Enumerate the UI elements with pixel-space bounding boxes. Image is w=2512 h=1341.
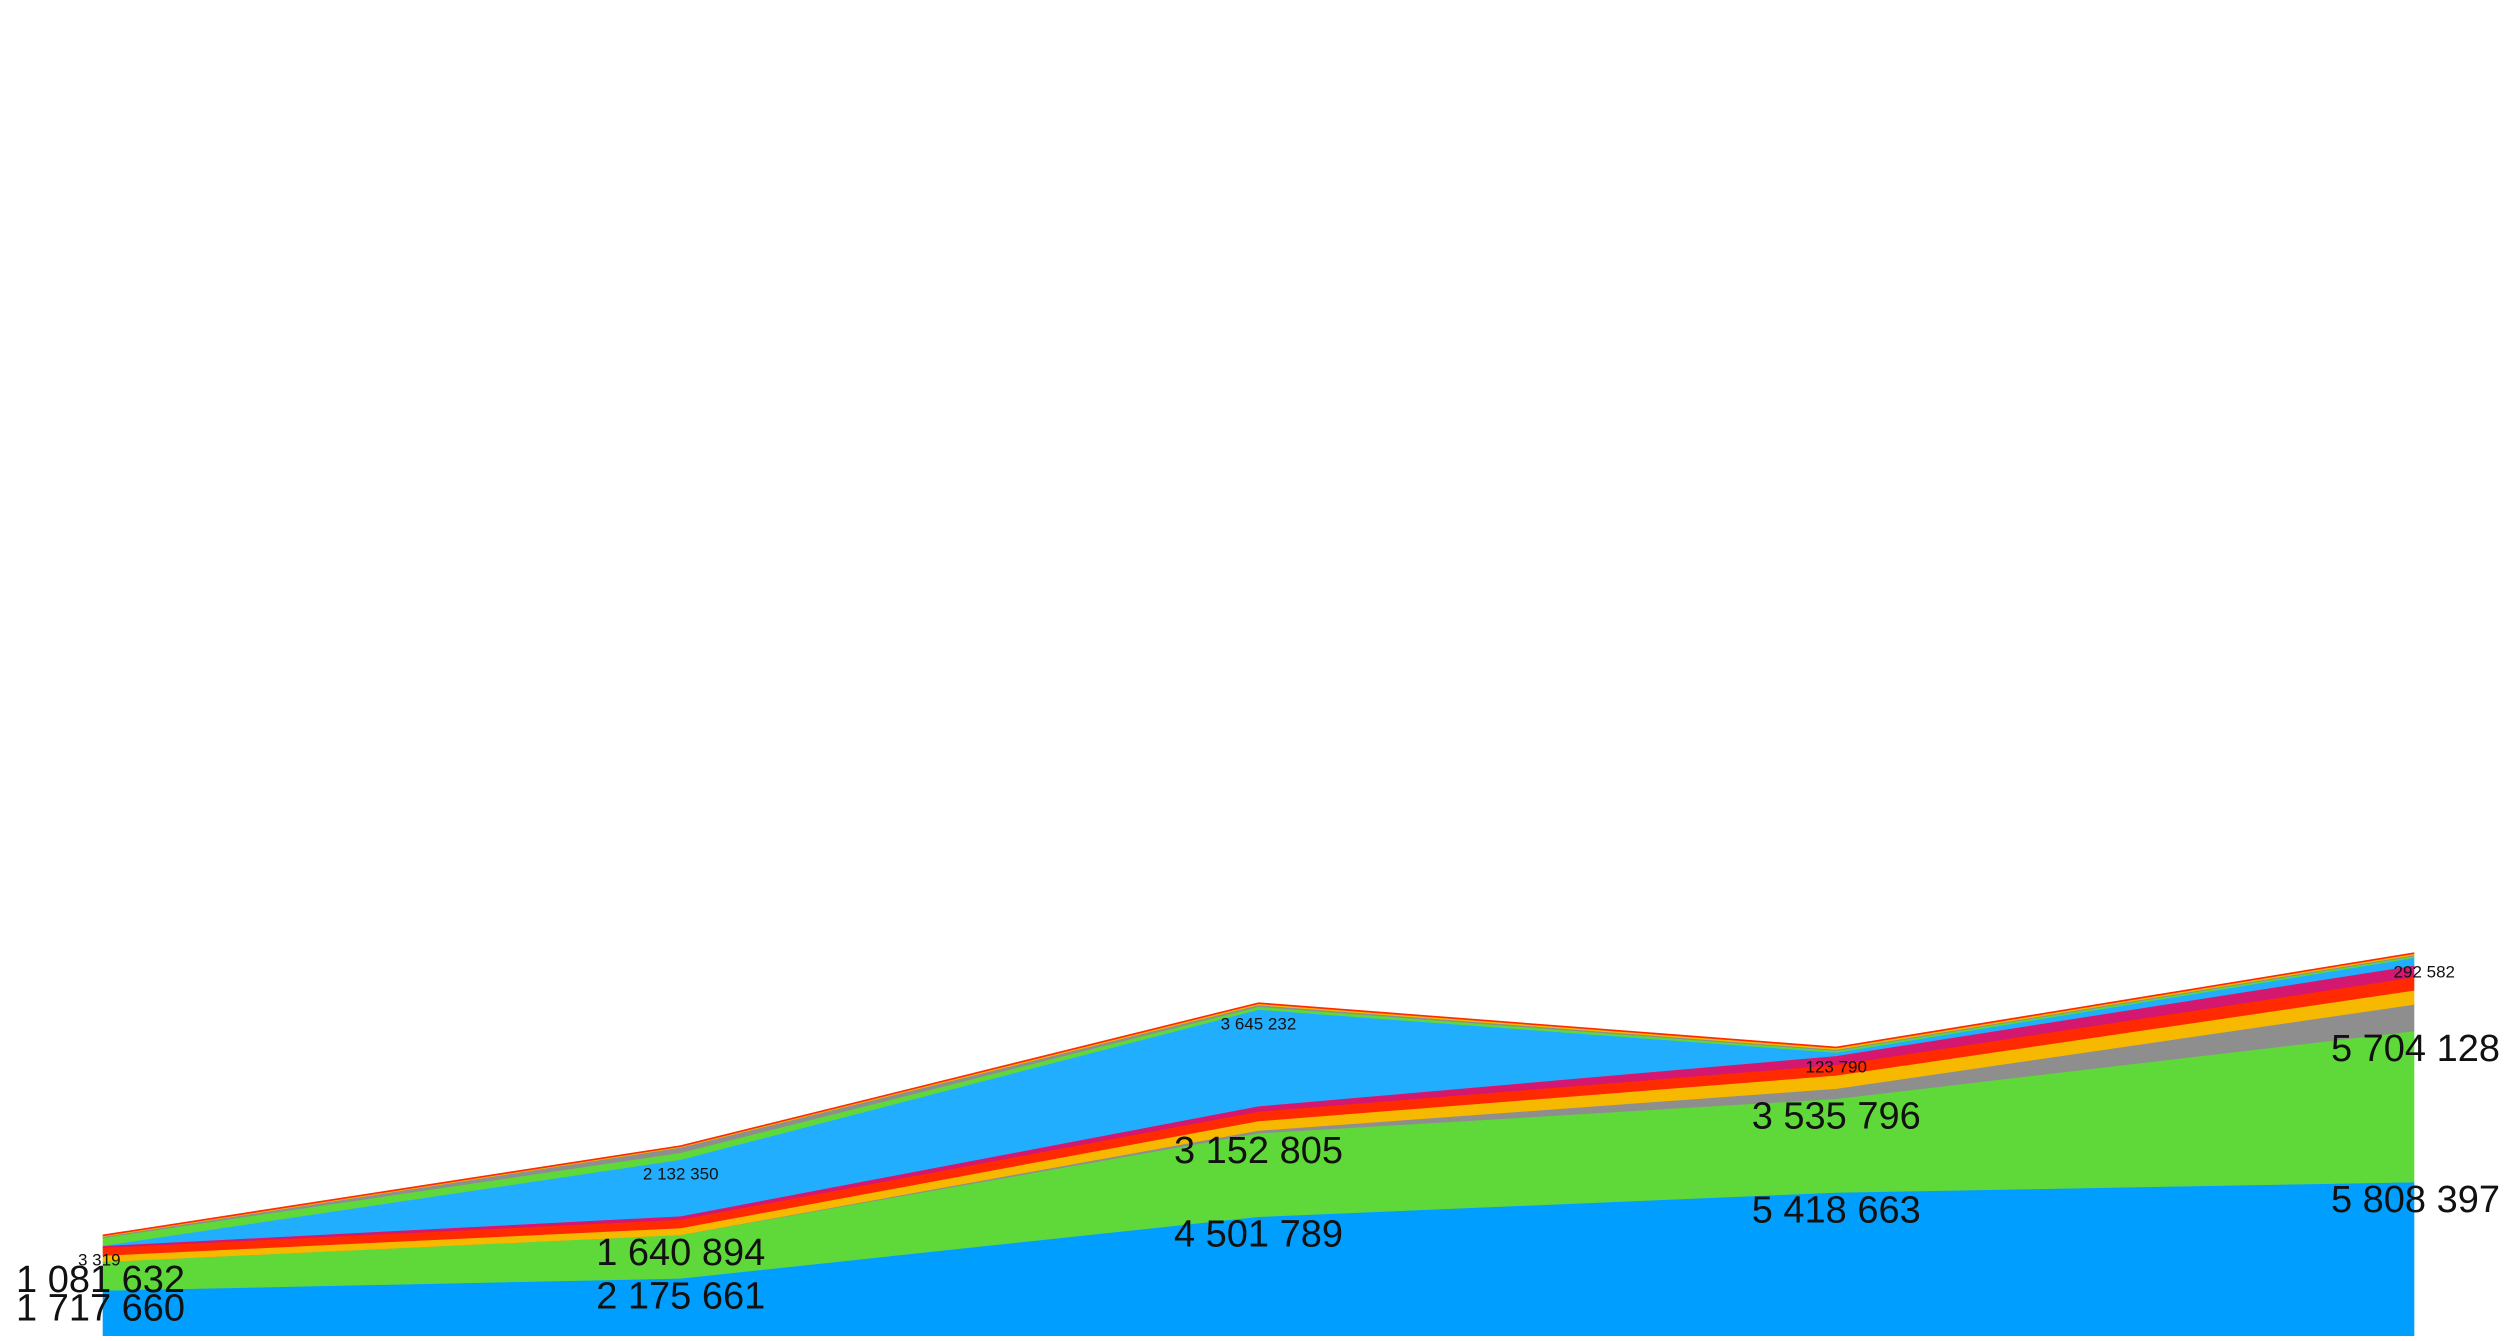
area-series-10 — [102, 952, 2415, 1237]
data-label-s0-p4: 5 808 397 — [2331, 1179, 2500, 1221]
data-label-s6-p3: 123 790 — [1806, 1057, 1867, 1076]
data-label-s0-p1: 2 175 661 — [596, 1275, 765, 1317]
data-label-s0-p2: 4 501 789 — [1174, 1214, 1343, 1256]
data-label-s0-p0: 1 717 660 — [16, 1287, 185, 1329]
data-labels-group: 1 717 660 2 175 661 4 501 789 5 418 663 5 80… — [16, 963, 2500, 1330]
data-label-s6-p0: 3 319 — [78, 1251, 121, 1270]
data-label-s6-p1: 2 132 350 — [643, 1165, 719, 1184]
data-label-s6-p2: 3 645 232 — [1221, 1015, 1297, 1034]
area-series-group — [102, 952, 2415, 1337]
data-label-s1-p0: 1 081 632 — [16, 1259, 185, 1301]
data-label-s1-p4: 5 704 128 — [2331, 1028, 2500, 1070]
data-label-s1-p3: 3 535 796 — [1752, 1096, 1921, 1138]
data-label-s1-p2: 3 152 805 — [1174, 1130, 1343, 1172]
data-label-s0-p3: 5 418 663 — [1752, 1189, 1921, 1231]
data-label-s6-p4: 292 582 — [2394, 963, 2455, 982]
data-label-s1-p1: 1 640 894 — [596, 1232, 765, 1274]
